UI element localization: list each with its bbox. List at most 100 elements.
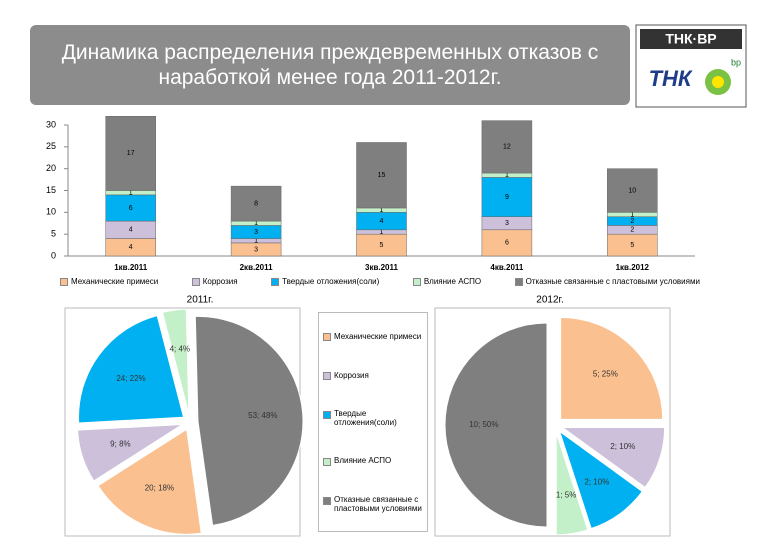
data-label: 10 <box>628 187 636 194</box>
pie-slice <box>77 423 185 482</box>
legend-swatch <box>323 496 331 505</box>
legend: Механические примеси Коррозия Твердые отло… <box>60 277 700 286</box>
pie-slice <box>444 322 548 528</box>
legend-item: Коррозия <box>323 370 423 381</box>
x-tick-label: 3кв.2011 <box>365 263 399 272</box>
data-label: 4 <box>380 218 384 225</box>
logo-bp-core <box>712 76 724 88</box>
legend-item: Отказные связанные с пластовыми условиям… <box>514 277 700 286</box>
data-label: 2 <box>630 218 634 225</box>
title: Динамика распределения преждевременных о… <box>61 41 599 89</box>
y-tick-label: 20 <box>46 163 56 173</box>
legend-item: Отказные связанные с пластовыми условиям… <box>323 495 423 513</box>
data-label: 20; 18% <box>145 484 174 493</box>
data-label: 8 <box>254 200 258 207</box>
data-label: 3 <box>254 229 258 236</box>
data-label: 1 <box>630 211 634 218</box>
legend-item: Механические примеси <box>60 277 158 286</box>
data-label: 12 <box>503 144 511 151</box>
legend-label: Влияние АСПО <box>423 277 482 286</box>
data-label: 3 <box>505 220 509 227</box>
logo-tnk: ТНК <box>649 66 693 91</box>
legend-label: Отказные связанные с пластовыми условиям… <box>525 277 700 286</box>
legend-item: Влияние АСПО <box>323 456 423 466</box>
x-tick-label: 1кв.2011 <box>114 263 148 272</box>
legend-swatch <box>191 277 200 286</box>
data-label: 24; 22% <box>116 374 145 383</box>
legend-item: Механические примеси <box>323 331 423 342</box>
pie-slice <box>97 428 202 535</box>
legend-swatch <box>271 277 280 286</box>
data-label: 9; 8% <box>110 439 130 448</box>
data-label: 1 <box>505 172 509 179</box>
data-label: 2; 10% <box>610 442 635 451</box>
data-label: 1 <box>254 220 258 227</box>
data-label: 5; 25% <box>593 370 618 379</box>
y-tick-label: 15 <box>46 185 56 195</box>
data-label: 4 <box>129 227 133 234</box>
legend-item: Влияние АСПО <box>412 277 482 286</box>
legend-swatch <box>323 410 331 419</box>
legend: Механические примеси Коррозия Твердые отло… <box>318 312 428 532</box>
y-tick-label: 25 <box>46 141 56 151</box>
data-label: 3 <box>254 246 258 253</box>
pie-slice <box>194 315 304 526</box>
data-label: 1 <box>129 190 133 197</box>
data-label: 15 <box>378 172 386 179</box>
legend-swatch <box>60 277 68 286</box>
bar-segment <box>356 142 407 209</box>
legend-label: Отказные связанные с пластовыми условиям… <box>334 494 422 513</box>
legend-item: Твердые отложения(соли) <box>271 277 379 286</box>
legend-label: Коррозия <box>202 277 238 286</box>
bar-segment <box>607 168 658 213</box>
data-label: 4; 4% <box>170 345 190 354</box>
pie-slice <box>161 308 190 415</box>
logo-text: ТНК·ВР <box>665 31 716 47</box>
data-label: 10; 50% <box>469 420 498 429</box>
data-label: 9 <box>505 194 509 201</box>
y-tick-label: 30 <box>46 119 56 129</box>
legend-swatch <box>323 457 331 466</box>
legend-label: Влияние АСПО <box>334 456 392 466</box>
legend-swatch <box>514 277 523 286</box>
pie-slice <box>558 430 643 530</box>
legend-label: Механические примеси <box>334 331 422 341</box>
data-label: 5 <box>380 242 384 249</box>
bar-segment <box>481 120 533 174</box>
legend-label: Твердые отложения(соли) <box>282 277 380 286</box>
x-tick-label: 4кв.2011 <box>490 263 524 272</box>
pie-title: 2012г. <box>536 295 563 306</box>
data-label: 1 <box>380 207 384 214</box>
legend-swatch <box>323 372 331 381</box>
logo-bar <box>640 29 742 49</box>
bar-segment <box>230 185 282 222</box>
data-label: 4 <box>129 244 133 251</box>
data-label: 6 <box>505 240 509 247</box>
data-label: 1 <box>254 238 258 245</box>
logo-bp-text: bp <box>731 57 741 67</box>
x-tick-label: 1кв.2012 <box>616 263 650 272</box>
y-tick-label: 10 <box>46 207 56 217</box>
data-label: 53; 48% <box>248 411 277 420</box>
pie-slice <box>561 426 666 489</box>
legend-label: Коррозия <box>334 370 369 380</box>
pie-slice <box>555 432 589 536</box>
pie-slice <box>560 316 664 420</box>
pie-frame <box>434 307 671 537</box>
bar-segment <box>481 229 533 257</box>
y-tick-label: 0 <box>51 250 56 260</box>
pie-title: 2011г. <box>187 295 214 306</box>
header-band <box>30 25 630 105</box>
data-label: 6 <box>129 205 133 212</box>
legend-swatch <box>323 333 331 342</box>
legend-item: Твердые отложения(соли) <box>323 409 423 427</box>
legend-item: Коррозия <box>191 277 238 286</box>
data-label: 2; 10% <box>584 478 609 487</box>
bar-segment <box>105 116 156 191</box>
y-tick-label: 5 <box>51 229 56 239</box>
pie-slice <box>78 315 185 424</box>
data-label: 1; 5% <box>556 490 576 499</box>
data-label: 5 <box>630 242 634 249</box>
